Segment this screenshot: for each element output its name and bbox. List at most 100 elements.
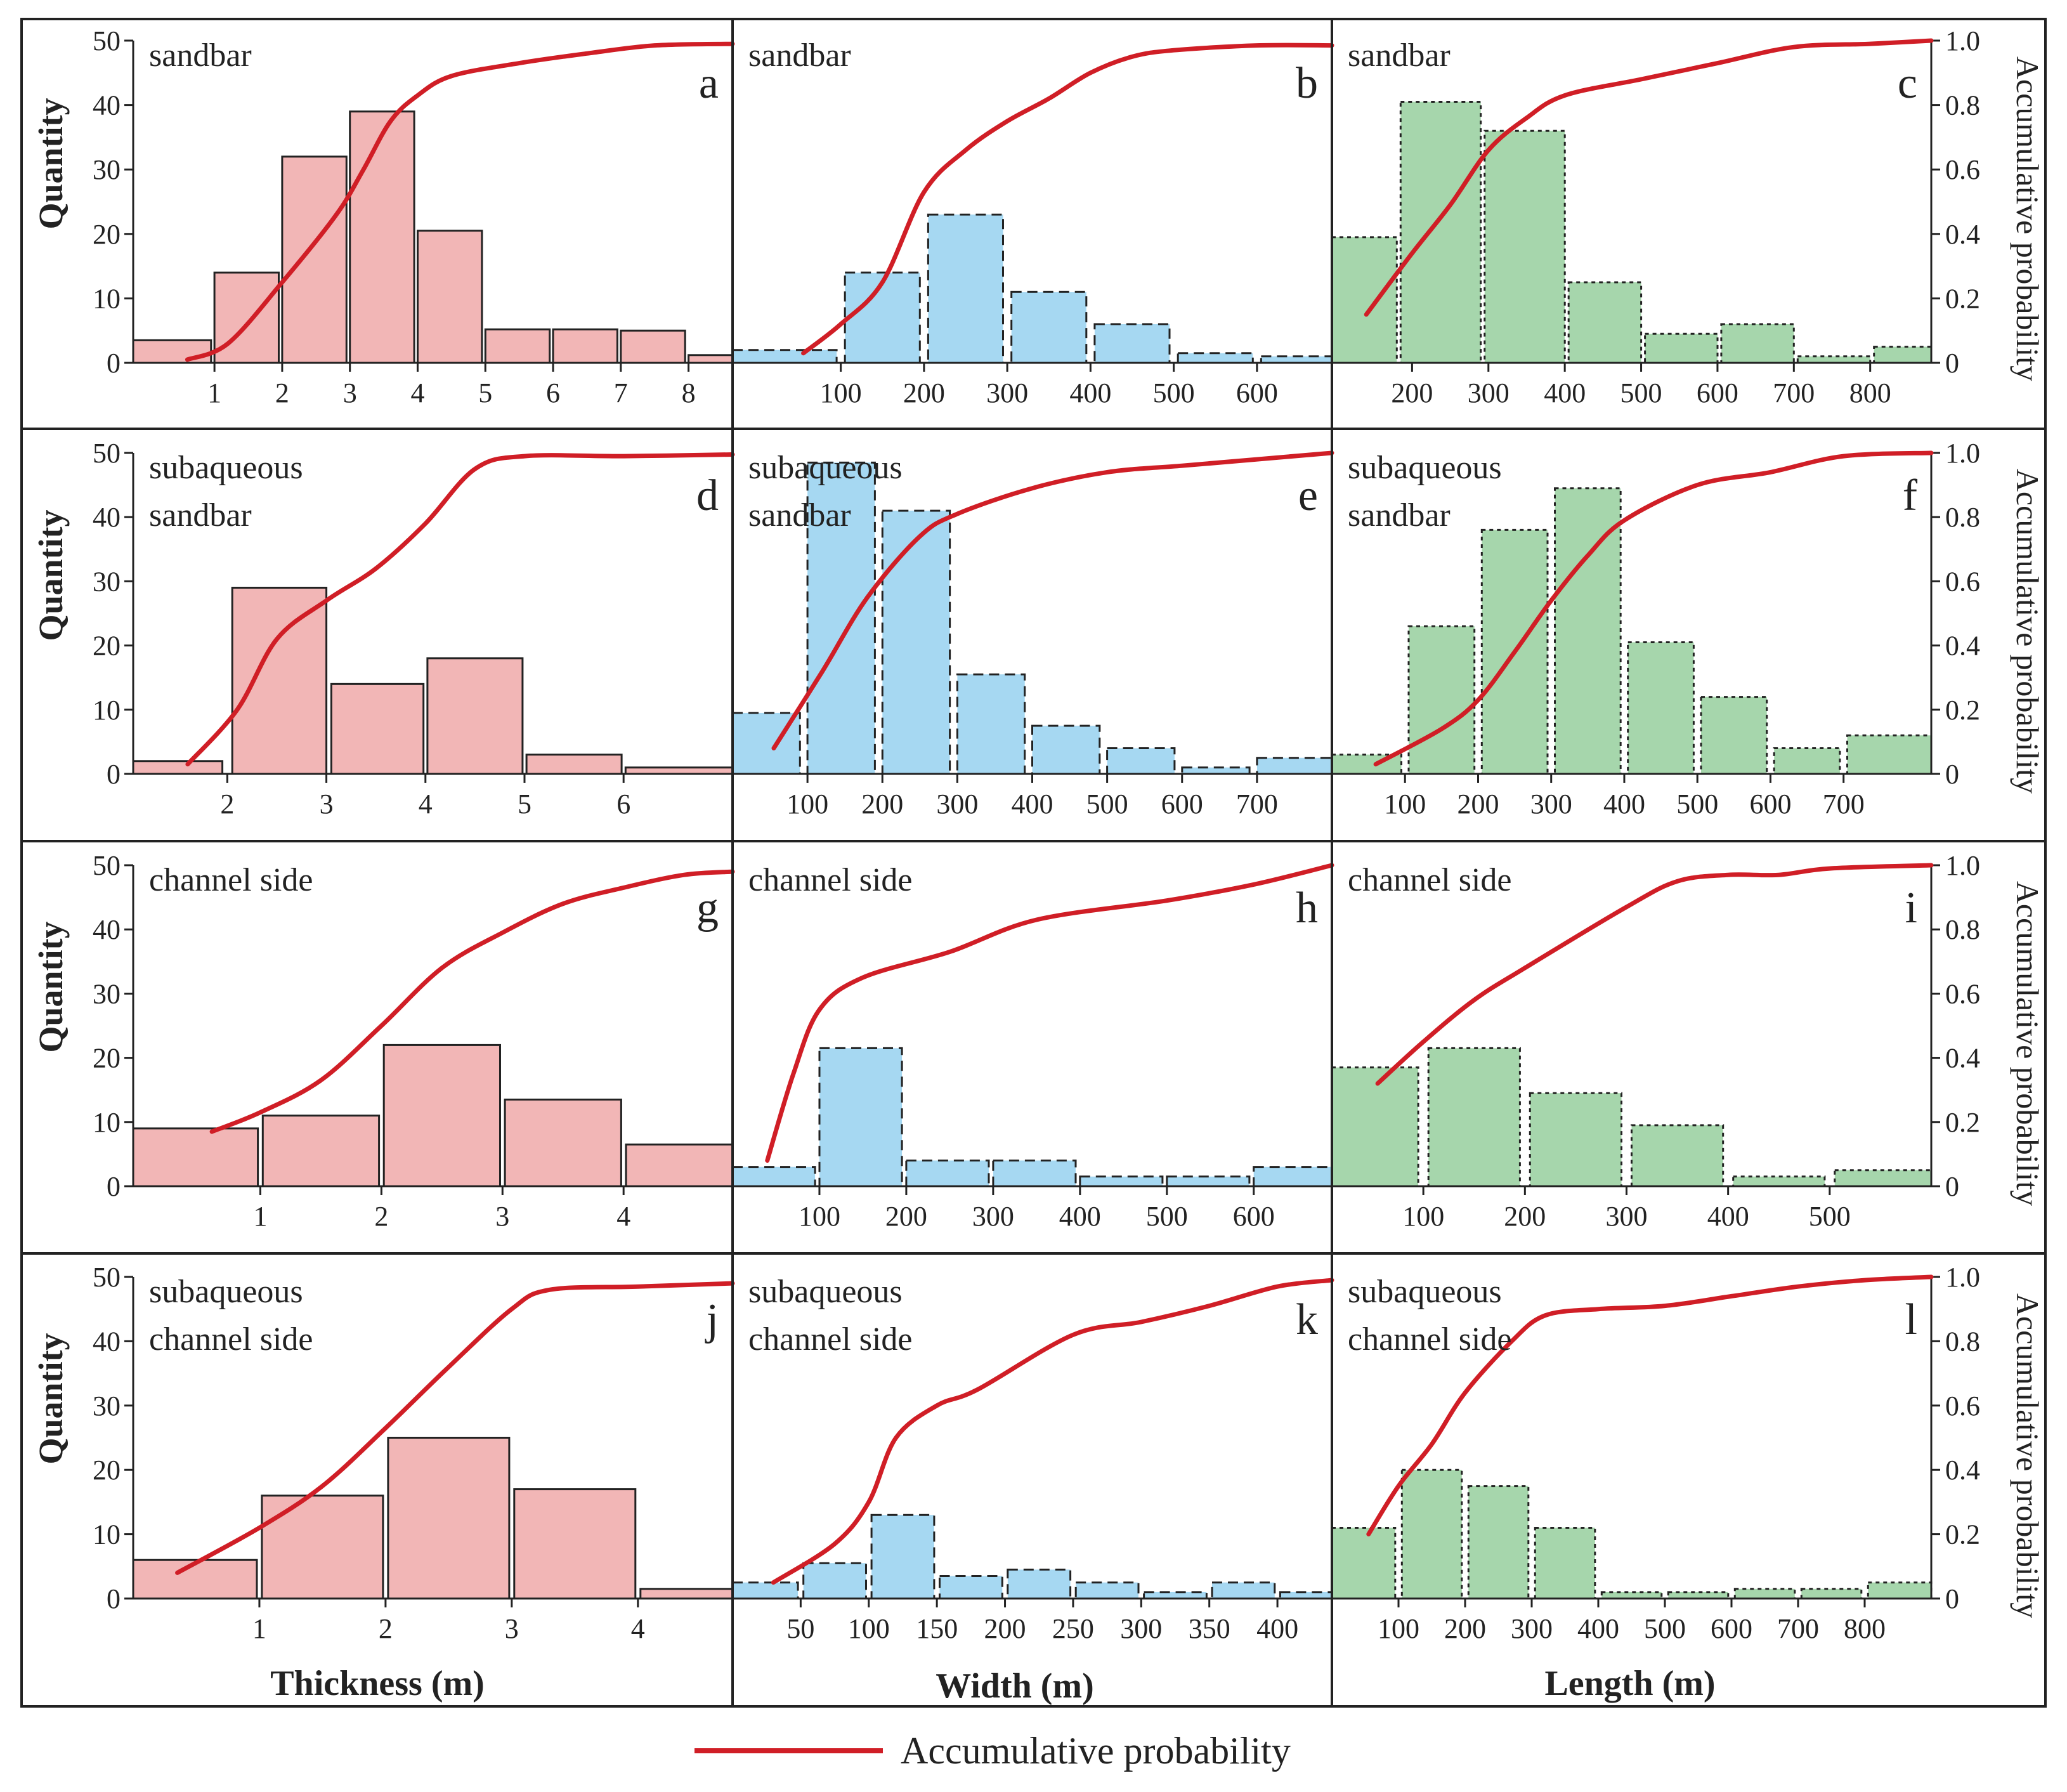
bar-h-4: [1079, 1175, 1164, 1187]
panel-b: 100 200 300 400 500 600 sandbar b: [731, 37, 1334, 409]
bar-b-0: [731, 349, 838, 364]
x-tick-label-e-2: 300: [936, 788, 978, 820]
x-axis-label-thickness: Thickness (m): [270, 1664, 485, 1703]
bar-g-3: [504, 1098, 622, 1187]
panel-letter-a: a: [699, 59, 719, 108]
x-tick-label-c-6: 800: [1849, 377, 1891, 409]
x-tick-label-l-0: 100: [1378, 1613, 1419, 1644]
bar-k-0: [731, 1581, 799, 1600]
bar-d-5: [624, 766, 734, 775]
x-tick-label-d-2: 4: [419, 788, 433, 820]
panel-letter-g: g: [696, 884, 719, 932]
right-axis-label-row-1: Accumulative probability: [2010, 56, 2045, 381]
y-tick-label-j-1: 10: [93, 1519, 121, 1550]
bar-l-1: [1400, 1468, 1463, 1600]
right-tick-label-i-1: 0.2: [1945, 1107, 1980, 1138]
bar-g-2: [382, 1043, 502, 1187]
panel-a: 1 2 3 4 5 6 7 8 0 10 20 30 40 50 sandbar a: [93, 25, 735, 409]
bar-i-1: [1427, 1047, 1521, 1187]
x-tick-label-b-3: 400: [1069, 377, 1111, 409]
bar-a-6: [552, 328, 618, 364]
bar-k-3: [939, 1575, 1003, 1600]
panel-label-d-1: sandbar: [149, 497, 252, 533]
panel-letter-i: i: [1905, 884, 1917, 932]
panel-label-i-0: channel side: [1348, 862, 1511, 898]
bar-c-5: [1720, 323, 1795, 364]
x-tick-label-k-1: 100: [848, 1613, 890, 1644]
y-tick-label-g-3: 30: [93, 978, 121, 1009]
bar-a-0: [132, 339, 212, 364]
x-tick-label-f-5: 600: [1750, 788, 1792, 820]
x-tick-label-l-1: 200: [1444, 1613, 1486, 1644]
right-axis-label-row-4: Accumulative probability: [2010, 1293, 2045, 1618]
y-tick-label-d-5: 50: [93, 438, 121, 469]
right-tick-label-c-2: 0.4: [1945, 219, 1980, 250]
y-tick-label-g-0: 0: [107, 1171, 121, 1202]
cumulative-curve-j: [175, 1281, 735, 1575]
y-tick-label-j-3: 30: [93, 1390, 121, 1422]
x-tick-label-h-5: 600: [1233, 1201, 1275, 1232]
bar-h-6: [1253, 1166, 1333, 1187]
panel-label-f-0: subaqueous: [1348, 450, 1502, 486]
panel-letter-c: c: [1898, 59, 1917, 108]
y-tick-label-g-4: 40: [93, 914, 121, 945]
bar-j-2: [387, 1437, 511, 1600]
x-tick-label-k-0: 50: [786, 1613, 814, 1644]
x-tick-label-i-1: 200: [1504, 1201, 1546, 1232]
bar-d-2: [330, 683, 425, 775]
cumulative-curve-g: [209, 869, 735, 1134]
y-tick-label-j-2: 20: [93, 1455, 121, 1486]
bar-k-2: [870, 1514, 936, 1600]
x-tick-label-f-3: 400: [1603, 788, 1645, 820]
bar-e-6: [1181, 766, 1251, 775]
bar-a-7: [620, 329, 686, 364]
bar-b-5: [1177, 352, 1254, 364]
bar-a-3: [349, 110, 415, 364]
bar-k-6: [1143, 1591, 1208, 1600]
x-tick-label-k-6: 350: [1189, 1613, 1230, 1644]
x-tick-label-g-1: 2: [374, 1201, 388, 1232]
bar-k-1: [802, 1562, 867, 1600]
panel-d: 2 3 4 5 6 0 10 20 30 40 50 subaqueous sandbar d: [93, 438, 735, 820]
x-tick-label-a-4: 5: [478, 377, 492, 409]
x-tick-label-f-4: 500: [1676, 788, 1718, 820]
x-tick-label-e-1: 200: [861, 788, 903, 820]
bar-f-4: [1627, 641, 1695, 775]
bar-l-5: [1667, 1591, 1730, 1600]
bar-g-4: [625, 1143, 734, 1187]
bar-b-4: [1093, 323, 1171, 364]
bar-f-5: [1700, 696, 1768, 775]
panel-label-b-0: sandbar: [748, 37, 851, 74]
bar-j-3: [513, 1488, 637, 1600]
right-tick-label-i-4: 0.8: [1945, 914, 1980, 945]
y-tick-label-a-3: 30: [93, 154, 121, 185]
bar-h-1: [818, 1047, 903, 1187]
bar-j-1: [261, 1494, 384, 1600]
x-tick-label-l-5: 600: [1711, 1613, 1752, 1644]
x-tick-label-b-4: 500: [1153, 377, 1195, 409]
x-tick-label-a-6: 7: [614, 377, 628, 409]
panel-label-l-1: channel side: [1348, 1321, 1511, 1357]
x-tick-label-f-2: 300: [1530, 788, 1572, 820]
panel-letter-f: f: [1903, 471, 1918, 520]
bar-b-2: [927, 213, 1005, 364]
x-tick-label-e-4: 500: [1086, 788, 1128, 820]
bar-h-2: [905, 1160, 990, 1187]
bar-g-1: [261, 1115, 381, 1187]
y-tick-label-d-4: 40: [93, 502, 121, 533]
bar-f-6: [1773, 747, 1841, 775]
bar-f-7: [1846, 734, 1933, 775]
x-tick-label-a-3: 4: [411, 377, 425, 409]
y-tick-label-g-1: 10: [93, 1107, 121, 1138]
x-tick-label-k-4: 250: [1052, 1613, 1094, 1644]
right-tick-label-i-2: 0.4: [1945, 1043, 1980, 1074]
x-tick-label-d-0: 2: [220, 788, 234, 820]
y-tick-label-d-0: 0: [107, 759, 121, 790]
y-tick-label-d-1: 10: [93, 695, 121, 726]
x-tick-label-e-0: 100: [786, 788, 828, 820]
x-tick-label-g-3: 4: [616, 1201, 630, 1232]
panel-l: 100 200 300 400 500 600 700 800 0 0.2 0.4 0.6 0.8 1.0…: [1331, 1262, 1980, 1644]
x-tick-label-k-3: 200: [984, 1613, 1026, 1644]
right-tick-label-l-0: 0: [1945, 1583, 1959, 1614]
